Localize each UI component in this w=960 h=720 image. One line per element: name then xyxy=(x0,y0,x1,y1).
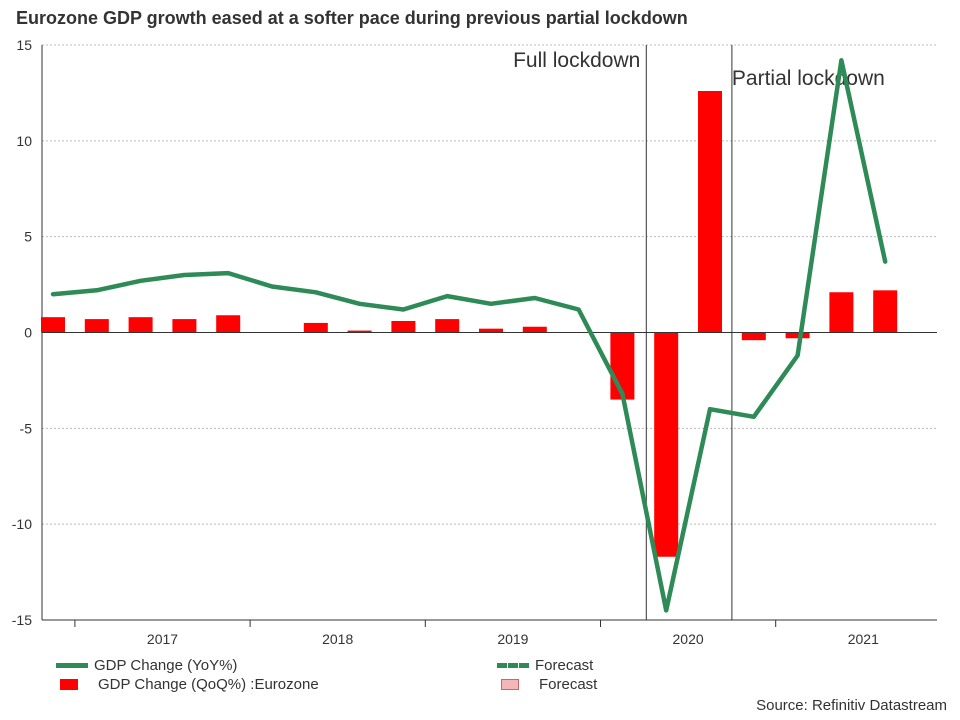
legend-item-yoy: GDP Change (YoY%) xyxy=(56,657,237,674)
legend-forecast-bar-swatch xyxy=(501,679,519,690)
qoq-bar xyxy=(391,321,416,333)
legend-item-forecast-line: Forecast xyxy=(497,657,593,674)
legend-qoq-swatch xyxy=(60,679,78,690)
chart-title: Eurozone GDP growth eased at a softer pa… xyxy=(16,8,688,28)
x-tick-label: 2017 xyxy=(147,631,178,647)
qoq-bar xyxy=(654,332,679,557)
qoq-bar xyxy=(303,322,328,333)
x-tick-label: 2020 xyxy=(673,631,704,647)
partial-lockdown-label: Partial lockdown xyxy=(732,67,885,90)
qoq-bar xyxy=(522,326,547,333)
qoq-bar xyxy=(829,292,854,333)
legend-qoq-label: GDP Change (QoQ%) :Eurozone xyxy=(98,676,319,693)
yoy-line xyxy=(50,58,888,613)
qoq-bar xyxy=(84,319,109,333)
legend-forecast-line-label: Forecast xyxy=(535,657,594,674)
qoq-bar xyxy=(41,317,65,333)
legend-item-forecast-bar: Forecast xyxy=(494,676,597,693)
y-tick-label: 5 xyxy=(24,229,32,245)
x-tick-label: 2021 xyxy=(848,631,879,647)
y-tick-label: -5 xyxy=(20,420,33,436)
legend-yoy-label: GDP Change (YoY%) xyxy=(94,657,238,674)
qoq-bar xyxy=(698,91,722,333)
legend-item-qoq: GDP Change (QoQ%) :Eurozone xyxy=(53,676,319,693)
legend-forecast-bar-label: Forecast xyxy=(539,676,598,693)
legend-yoy-swatch xyxy=(56,663,88,668)
qoq-bar xyxy=(785,332,810,339)
qoq-bar xyxy=(128,317,153,333)
qoq-bar xyxy=(610,332,635,400)
x-tick-label: 2019 xyxy=(497,631,528,647)
qoq-bar xyxy=(741,332,766,341)
qoq-bar xyxy=(172,319,197,333)
y-tick-label: -10 xyxy=(12,516,32,532)
legend-forecast-line-swatch xyxy=(497,663,529,668)
qoq-bar xyxy=(347,330,372,333)
source-note: Source: Refinitiv Datastream xyxy=(756,697,947,714)
y-tick-label: 10 xyxy=(16,133,32,149)
y-tick-label: 0 xyxy=(24,325,32,341)
full-lockdown-label: Full lockdown xyxy=(513,49,640,72)
y-tick-label: 15 xyxy=(16,37,32,53)
x-tick-label: 2018 xyxy=(322,631,353,647)
qoq-bar xyxy=(435,319,460,333)
qoq-bar xyxy=(873,290,898,333)
qoq-bar xyxy=(216,315,241,333)
qoq-bar xyxy=(479,328,503,333)
y-tick-label: -15 xyxy=(12,612,32,628)
